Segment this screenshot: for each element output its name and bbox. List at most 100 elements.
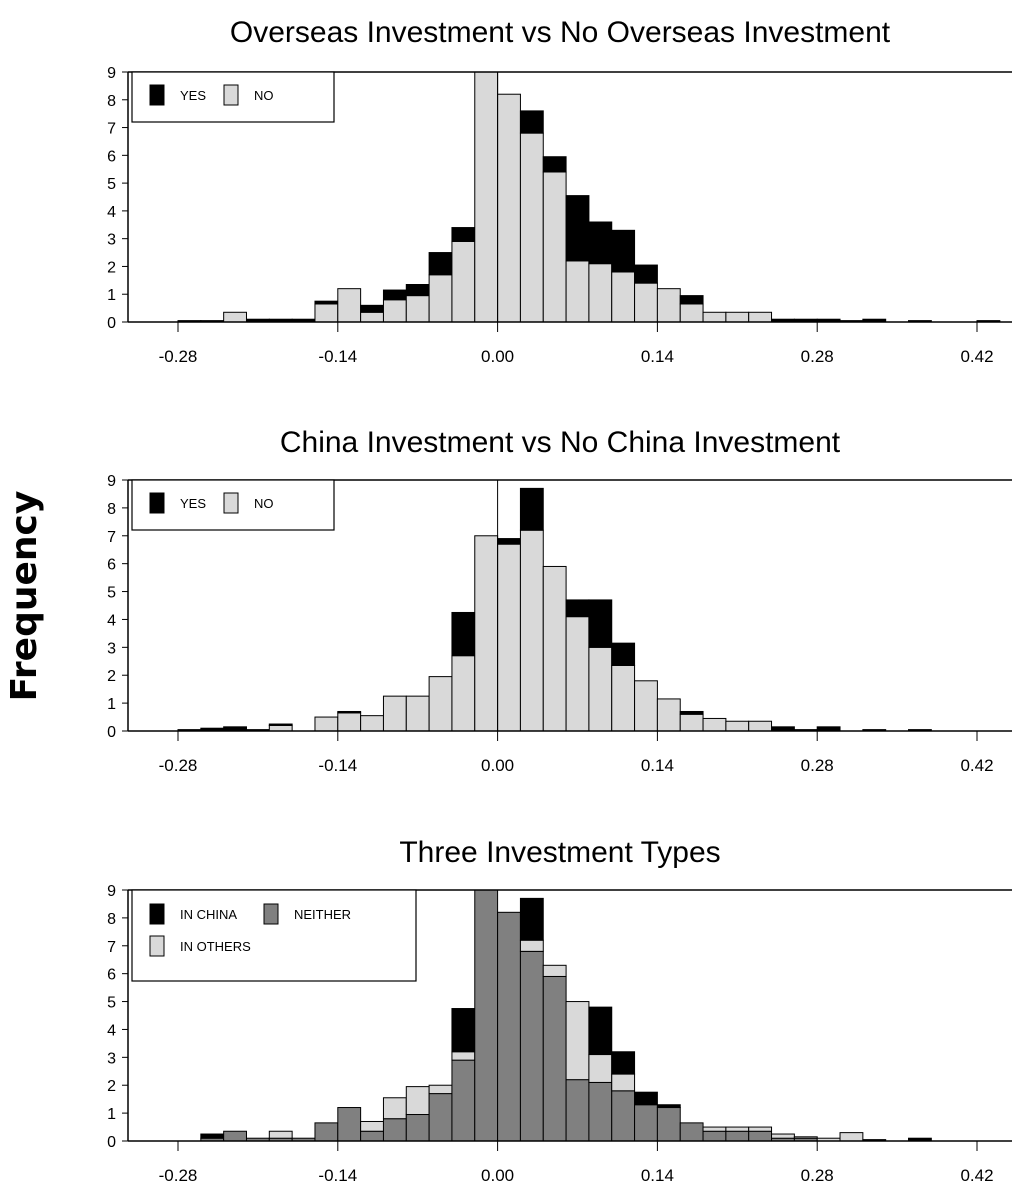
histogram-bar: [382, 1097, 407, 1120]
histogram-bar: [451, 611, 476, 657]
x-tick-label: -0.14: [318, 756, 357, 775]
histogram-bar: [451, 655, 476, 732]
histogram-bar: [679, 1122, 704, 1142]
y-tick-label: 2: [107, 668, 116, 685]
x-tick-label: 0.14: [641, 347, 674, 366]
histogram-bar: [405, 1114, 430, 1142]
histogram-bar: [519, 897, 544, 941]
legend-swatch: [149, 492, 165, 514]
y-tick-label: 3: [107, 232, 116, 249]
histogram-bar: [497, 911, 521, 1142]
y-tick-label: 5: [107, 995, 116, 1012]
histogram-bar: [656, 698, 681, 732]
histogram-bar: [634, 264, 658, 284]
histogram-bar: [337, 1107, 362, 1142]
histogram-bar: [748, 1130, 773, 1142]
histogram-bar: [588, 221, 613, 265]
y-axis-label: Frequency: [4, 491, 45, 702]
y-tick-label: 5: [107, 176, 116, 193]
x-tick-label: -0.28: [159, 1166, 198, 1185]
histogram-bar: [634, 282, 658, 323]
histogram-bar: [679, 710, 704, 715]
histogram-bar: [405, 695, 430, 732]
histogram-bar: [405, 295, 430, 323]
histogram-bar: [725, 1130, 750, 1142]
histogram-bar: [428, 1093, 453, 1142]
x-tick-label: 0.42: [960, 756, 993, 775]
y-tick-label: 1: [107, 287, 116, 304]
chart-title: China Investment vs No China Investment: [280, 426, 841, 459]
x-tick-label: -0.14: [318, 1166, 357, 1185]
y-tick-label: 1: [107, 1106, 116, 1123]
histogram-bar: [565, 260, 590, 323]
histogram-bar: [451, 227, 476, 242]
histogram-bar: [382, 289, 407, 301]
histogram-bar: [428, 676, 453, 732]
histogram-bar: [428, 1084, 453, 1095]
histogram-bar: [656, 288, 681, 323]
x-tick-label: -0.28: [159, 756, 198, 775]
histogram-bar: [314, 300, 339, 305]
y-tick-label: 3: [107, 1050, 116, 1067]
y-tick-label: 7: [107, 121, 116, 138]
histogram-bar: [360, 715, 384, 732]
x-tick-label: 0.28: [801, 1166, 834, 1185]
x-tick-label: 0.14: [641, 756, 674, 775]
x-tick-label: -0.14: [318, 347, 357, 366]
y-tick-label: 8: [107, 93, 116, 110]
histogram-bar: [565, 1001, 590, 1081]
histogram-bar: [611, 664, 636, 732]
histogram-bar: [519, 487, 544, 531]
y-tick-label: 0: [107, 1134, 116, 1151]
histogram-bar: [679, 295, 704, 305]
y-tick-label: 0: [107, 315, 116, 332]
x-tick-label: 0.42: [960, 1166, 993, 1185]
legend-label: YES: [180, 88, 206, 103]
legend-swatch: [149, 935, 165, 957]
histogram-bar: [588, 1006, 613, 1056]
legend-swatch: [223, 492, 239, 514]
histogram-bar: [360, 311, 384, 323]
histogram-bar: [588, 263, 613, 323]
chart-title: Three Investment Types: [399, 836, 720, 869]
histogram-bar: [314, 303, 339, 323]
x-tick-label: -0.28: [159, 347, 198, 366]
histogram-bar: [474, 889, 499, 1142]
histogram-bar: [428, 252, 453, 276]
histogram-bar: [497, 543, 521, 732]
histogram-bar: [748, 311, 773, 323]
histogram-bar: [634, 1091, 658, 1106]
histogram-bar: [611, 1090, 636, 1142]
legend-swatch: [149, 84, 165, 106]
histogram-bar: [725, 720, 750, 732]
y-tick-label: 7: [107, 939, 116, 956]
y-tick-label: 2: [107, 259, 116, 276]
y-tick-label: 4: [107, 204, 116, 221]
histogram-bar: [679, 303, 704, 323]
chart-title: Overseas Investment vs No Overseas Inves…: [230, 16, 891, 49]
histogram-bar: [565, 616, 590, 732]
histogram-bar: [702, 1130, 727, 1142]
y-tick-label: 4: [107, 1022, 116, 1039]
legend-swatch: [149, 903, 165, 925]
histogram-bar: [223, 1130, 247, 1142]
histogram-bar: [382, 299, 407, 323]
histogram-bar: [428, 274, 453, 323]
y-tick-label: 9: [107, 65, 116, 82]
histogram-bar: [588, 599, 613, 648]
histogram-bar: [451, 240, 476, 323]
y-tick-label: 6: [107, 148, 116, 165]
histogram-bar: [405, 1086, 430, 1116]
y-tick-label: 2: [107, 1078, 116, 1095]
histogram-bar: [679, 713, 704, 732]
histogram-bar: [702, 311, 727, 323]
y-tick-label: 8: [107, 911, 116, 928]
histogram-bar: [702, 717, 727, 732]
histogram-bar: [611, 229, 636, 273]
histogram-bar: [451, 1059, 476, 1142]
histogram-bar: [360, 1120, 384, 1132]
histogram-bar: [382, 695, 407, 732]
histogram-bar: [611, 1051, 636, 1075]
histogram-bar: [451, 1008, 476, 1053]
